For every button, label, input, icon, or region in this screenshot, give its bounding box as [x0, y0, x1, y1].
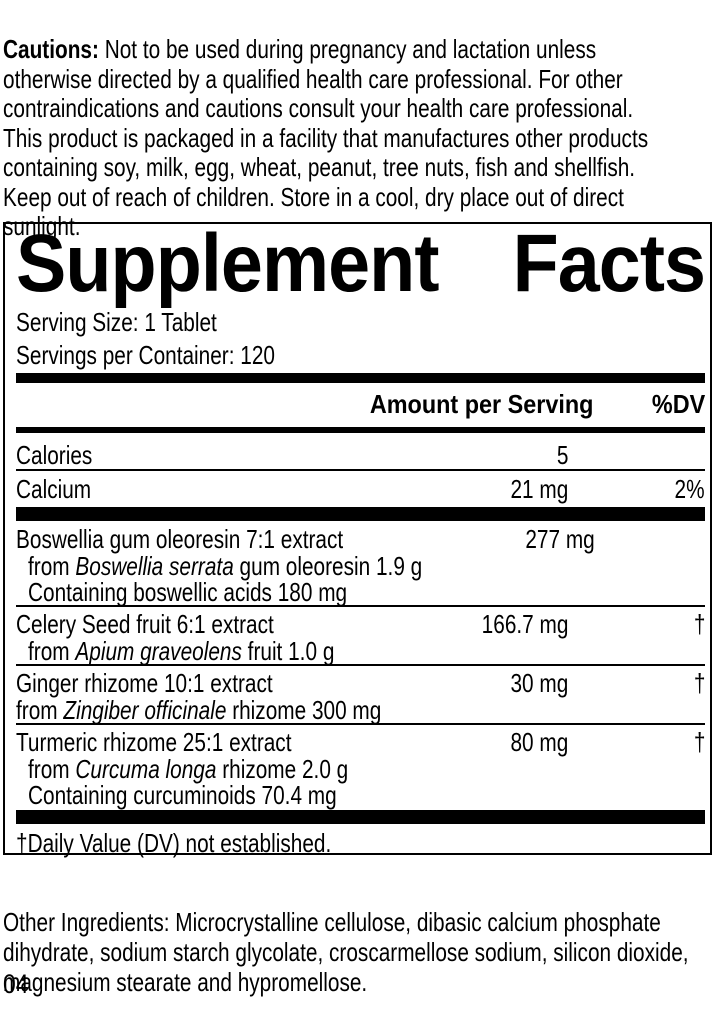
- ingredient-dv-dagger: †: [595, 526, 720, 553]
- calcium-row: Calcium 21 mg 2%: [16, 471, 705, 507]
- ingredient-row-celery: Celery Seed fruit 6:1 extract 166.7 mg †…: [16, 607, 705, 666]
- calories-name: Calories: [16, 440, 93, 470]
- ingredient-name: Turmeric rhizome 25:1 extract: [16, 727, 292, 757]
- divider-bar-footnote: [16, 810, 705, 824]
- amount-per-serving-header: Amount per Serving: [369, 389, 593, 419]
- ingredient-constituent-line: Containing boswellic acids 180 mg: [28, 577, 348, 607]
- botanical-name: Curcuma longa: [75, 754, 217, 784]
- botanical-name: Boswellia serrata: [75, 551, 234, 581]
- ingredient-row-ginger: Ginger rhizome 10:1 extract 30 mg † from…: [16, 666, 705, 725]
- panel-title: Supplement Facts: [16, 218, 706, 309]
- other-ingredients-paragraph: Other Ingredients: Microcrystalline cell…: [3, 907, 689, 997]
- divider-bar-minerals: [16, 507, 705, 521]
- percent-dv-header: %DV: [651, 389, 705, 419]
- ingredient-dv-dagger: †: [693, 668, 705, 698]
- servings-per-container-line: Servings per Container: 120: [16, 340, 275, 370]
- divider-bar-header: [16, 427, 705, 433]
- botanical-name: Zingiber officinale: [63, 695, 227, 725]
- ingredient-source-line: from Curcuma longa rhizome 2.0 g: [28, 754, 349, 784]
- ingredient-row-boswellia: Boswellia gum oleoresin 7:1 extract 277 …: [16, 521, 705, 607]
- cautions-paragraph: Cautions: Not to be used during pregnanc…: [3, 34, 720, 242]
- ingredient-amount: 166.7 mg: [481, 609, 568, 639]
- cautions-label: Cautions:: [3, 34, 99, 64]
- ingredient-name: Ginger rhizome 10:1 extract: [16, 668, 273, 698]
- ingredient-amount: 30 mg: [510, 668, 568, 698]
- calcium-name: Calcium: [16, 474, 92, 504]
- cautions-text: Not to be used during pregnancy and lact…: [3, 34, 649, 241]
- ingredient-source-line: from Boswellia serrata gum oleoresin 1.9…: [28, 551, 423, 581]
- calcium-dv: 2%: [674, 474, 705, 504]
- calories-amount: 5: [556, 440, 568, 470]
- ingredient-dv-dagger: †: [693, 727, 705, 757]
- divider-bar-top: [16, 373, 705, 383]
- calories-row: Calories 5: [16, 433, 705, 471]
- ingredient-amount: 80 mg: [510, 727, 568, 757]
- calcium-amount: 21 mg: [510, 474, 568, 504]
- table-header-row: Amount per Serving %DV: [16, 383, 705, 427]
- supplement-facts-panel: Supplement Facts Serving Size: 1 Tablet …: [3, 218, 712, 858]
- panel-title-word-facts: Facts: [512, 218, 706, 309]
- dv-footnote: †Daily Value (DV) not established.: [16, 828, 332, 858]
- panel-title-word-supplement: Supplement: [16, 218, 439, 309]
- ingredient-name: Celery Seed fruit 6:1 extract: [16, 609, 274, 639]
- ingredient-source-line: from Apium graveolens fruit 1.0 g: [28, 636, 335, 666]
- botanical-name: Apium graveolens: [75, 636, 242, 666]
- ingredient-amount: 277 mg: [525, 524, 595, 554]
- serving-size-line: Serving Size: 1 Tablet: [16, 307, 217, 337]
- ingredient-source-line: from Zingiber officinale rhizome 300 mg: [16, 695, 382, 725]
- ingredient-name: Boswellia gum oleoresin 7:1 extract: [16, 524, 344, 554]
- ingredient-dv-dagger: †: [693, 609, 705, 639]
- ingredient-row-turmeric: Turmeric rhizome 25:1 extract 80 mg † fr…: [16, 725, 705, 810]
- page-number: 04: [3, 969, 29, 999]
- ingredient-constituent-line: Containing curcuminoids 70.4 mg: [28, 780, 337, 810]
- calories-dv: [568, 442, 705, 469]
